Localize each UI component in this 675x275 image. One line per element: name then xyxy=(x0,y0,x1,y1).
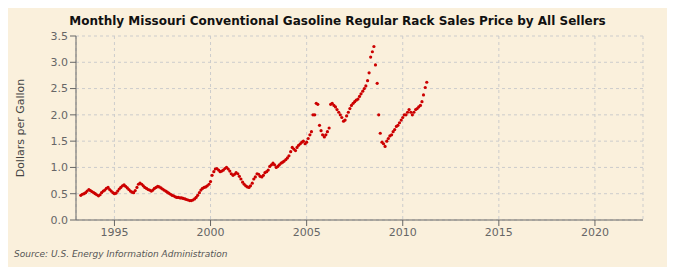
svg-text:2005: 2005 xyxy=(293,226,321,239)
svg-text:3.5: 3.5 xyxy=(51,30,69,43)
svg-text:1.0: 1.0 xyxy=(51,161,69,174)
svg-text:2.0: 2.0 xyxy=(51,109,69,122)
svg-text:2000: 2000 xyxy=(197,226,225,239)
svg-text:2010: 2010 xyxy=(389,226,417,239)
svg-text:0.0: 0.0 xyxy=(51,214,69,227)
html-text:Source: U.S. Energy Informatio: Source: U.S. Energy Information Administ… xyxy=(14,249,228,259)
html-text:Monthly Missouri Conventional: Monthly Missouri Conventional Gasoline R… xyxy=(69,14,606,28)
svg-text:3.0: 3.0 xyxy=(51,56,69,69)
svg-text:2.5: 2.5 xyxy=(51,82,69,95)
svg-text:2020: 2020 xyxy=(581,226,609,239)
svg-text:2015: 2015 xyxy=(485,226,513,239)
svg-text:Dollars per Gallon: Dollars per Gallon xyxy=(14,79,27,178)
svg-text:1995: 1995 xyxy=(100,226,128,239)
svg-text:0.5: 0.5 xyxy=(51,188,69,201)
svg-text:1.5: 1.5 xyxy=(51,135,69,148)
